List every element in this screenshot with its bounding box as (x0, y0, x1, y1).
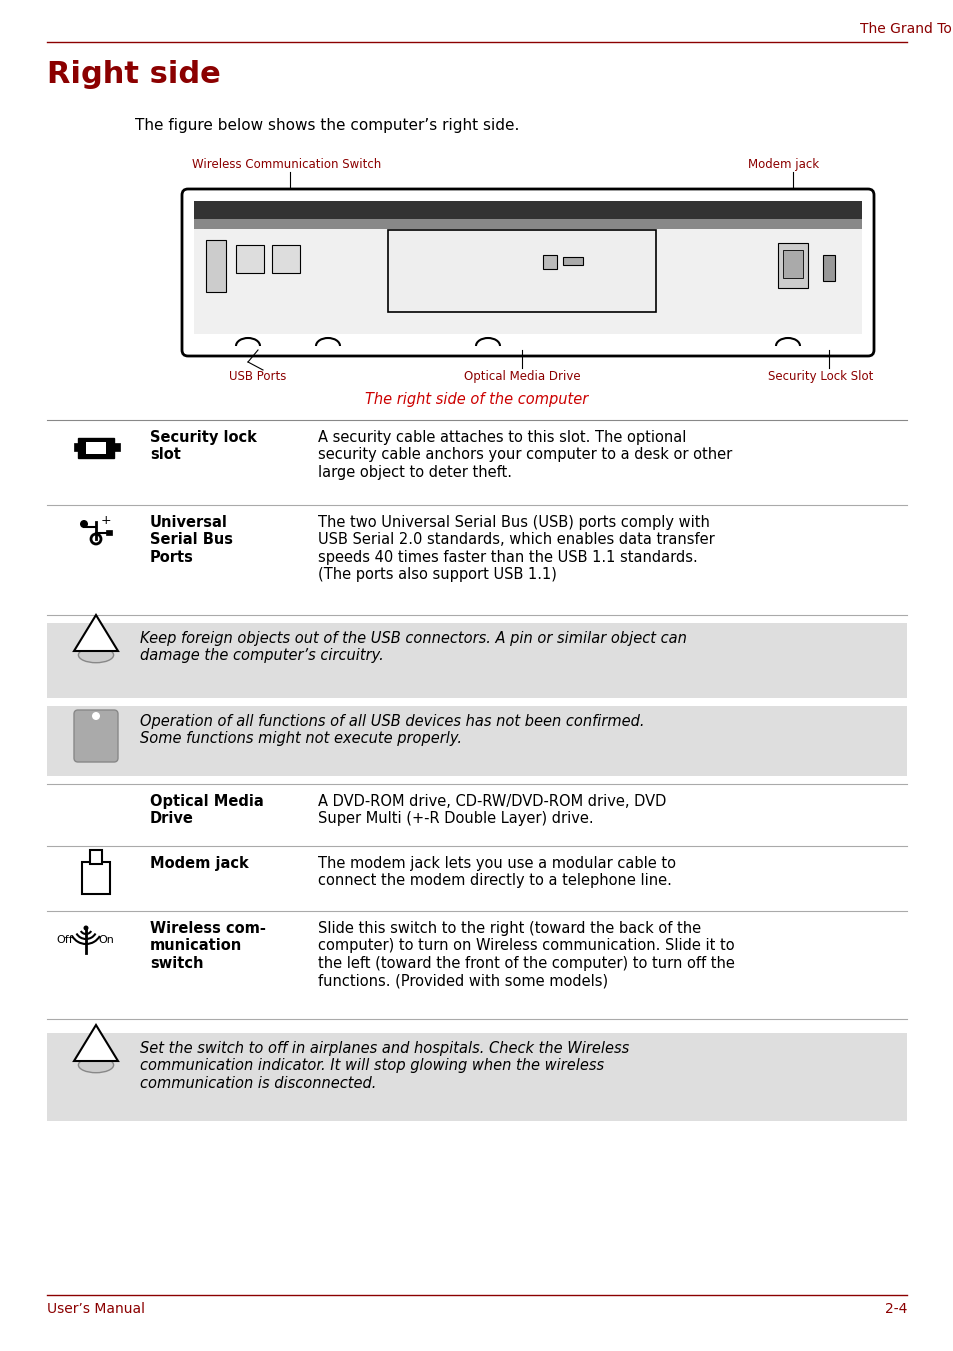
Polygon shape (74, 615, 118, 651)
Text: A security cable attaches to this slot. The optional
security cable anchors your: A security cable attaches to this slot. … (317, 430, 732, 480)
Text: Wireless com-
munication
switch: Wireless com- munication switch (150, 921, 266, 971)
Bar (193, 219, 862, 230)
Text: User’s Manual: User’s Manual (47, 1302, 145, 1316)
Bar (90, 850, 102, 865)
Bar (235, 245, 264, 273)
FancyBboxPatch shape (74, 711, 118, 762)
Text: Modem jack: Modem jack (747, 158, 819, 172)
Circle shape (91, 712, 100, 720)
Bar (47, 1034, 906, 1121)
Text: !: ! (91, 1031, 101, 1051)
Circle shape (80, 520, 88, 528)
Bar (206, 240, 226, 292)
Text: The modem jack lets you use a modular cable to
connect the modem directly to a t: The modem jack lets you use a modular ca… (317, 857, 676, 889)
Bar (106, 530, 112, 535)
Text: 2-4: 2-4 (883, 1302, 906, 1316)
Text: Wireless Communication Switch: Wireless Communication Switch (192, 158, 381, 172)
Bar (562, 257, 582, 265)
Text: +: + (101, 513, 112, 527)
Bar (193, 230, 862, 334)
Text: Optical Media
Drive: Optical Media Drive (150, 794, 263, 827)
Bar (193, 201, 862, 219)
Text: Security lock
slot: Security lock slot (150, 430, 256, 462)
Polygon shape (74, 1025, 118, 1061)
Text: USB Ports: USB Ports (229, 370, 287, 382)
Bar (822, 255, 834, 281)
Text: Universal
Serial Bus
Ports: Universal Serial Bus Ports (150, 515, 233, 565)
Text: The right side of the computer: The right side of the computer (365, 392, 588, 407)
Bar (47, 623, 906, 698)
Text: Right side: Right side (47, 59, 220, 89)
Bar (542, 255, 557, 269)
Bar (47, 707, 906, 775)
Bar (82, 862, 110, 894)
Bar (272, 245, 299, 273)
Text: Optical Media Drive: Optical Media Drive (463, 370, 579, 382)
Text: The two Universal Serial Bus (USB) ports comply with
USB Serial 2.0 standards, w: The two Universal Serial Bus (USB) ports… (317, 515, 714, 582)
Bar (388, 230, 656, 312)
Bar (112, 443, 120, 451)
Bar (86, 442, 106, 454)
Text: Modem jack: Modem jack (150, 857, 249, 871)
Text: Set the switch to off in airplanes and hospitals. Check the Wireless
communicati: Set the switch to off in airplanes and h… (140, 1042, 629, 1090)
Bar (782, 250, 802, 278)
Text: Security Lock Slot: Security Lock Slot (767, 370, 872, 382)
Text: i: i (90, 720, 102, 754)
Text: On: On (98, 935, 113, 944)
Circle shape (84, 925, 89, 931)
Text: Keep foreign objects out of the USB connectors. A pin or similar object can
dama: Keep foreign objects out of the USB conn… (140, 631, 686, 663)
Text: The Grand Tour: The Grand Tour (859, 22, 953, 36)
Text: !: ! (91, 621, 101, 640)
FancyBboxPatch shape (182, 189, 873, 357)
Bar (78, 438, 113, 458)
Text: Off: Off (56, 935, 72, 944)
Ellipse shape (78, 647, 113, 663)
Ellipse shape (78, 1058, 113, 1073)
Text: The figure below shows the computer’s right side.: The figure below shows the computer’s ri… (135, 118, 518, 132)
Text: Slide this switch to the right (toward the back of the
computer) to turn on Wire: Slide this switch to the right (toward t… (317, 921, 734, 988)
Bar (778, 243, 807, 288)
Text: Operation of all functions of all USB devices has not been confirmed.
Some funct: Operation of all functions of all USB de… (140, 713, 644, 746)
Bar (74, 443, 80, 451)
Text: A DVD-ROM drive, CD-RW/DVD-ROM drive, DVD
Super Multi (+-R Double Layer) drive.: A DVD-ROM drive, CD-RW/DVD-ROM drive, DV… (317, 794, 666, 827)
